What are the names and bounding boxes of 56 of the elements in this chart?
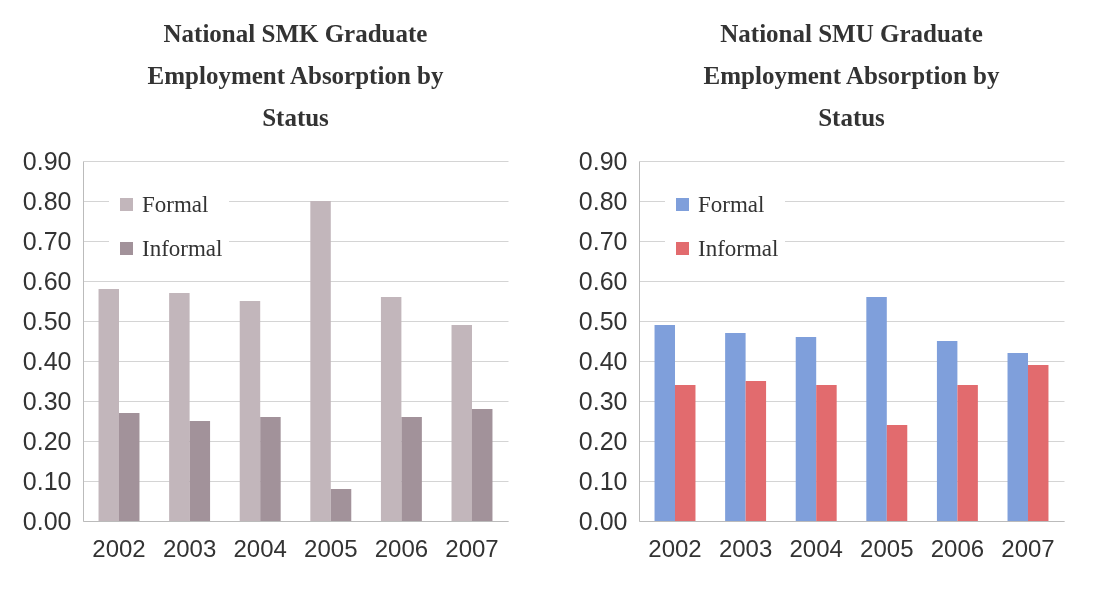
bar xyxy=(260,417,281,521)
bar xyxy=(675,385,696,521)
y-tick-label: 0.20 xyxy=(22,426,72,455)
legend-label: Formal xyxy=(698,191,765,217)
y-tick-label: 0.70 xyxy=(22,226,72,255)
bar xyxy=(816,385,837,521)
y-tick-label: 0.70 xyxy=(578,226,628,255)
x-tick-label: 2002 xyxy=(92,534,146,562)
x-tick-label: 2002 xyxy=(648,534,702,562)
bar xyxy=(401,417,422,521)
bar xyxy=(745,381,767,521)
bar xyxy=(1028,365,1049,521)
legend-label: Informal xyxy=(698,235,779,261)
chart-title: National SMK Graduate Employment Absorption by Status xyxy=(147,20,444,131)
bar xyxy=(936,341,958,521)
bar xyxy=(725,333,746,521)
x-tick-label: 2004 xyxy=(233,534,287,562)
x-tick-label: 2006 xyxy=(930,534,985,562)
x-tick-label: 2005 xyxy=(304,534,358,562)
y-tick-label: 0.30 xyxy=(578,386,628,415)
x-tick-label: 2005 xyxy=(860,534,914,562)
y-tick-label: 0.10 xyxy=(22,466,72,495)
x-tick-label: 2007 xyxy=(1001,534,1055,562)
y-tick-label: 0.50 xyxy=(578,306,628,335)
y-tick-label: 0.40 xyxy=(22,346,72,375)
bar xyxy=(189,421,211,521)
y-tick-label: 0.40 xyxy=(578,346,628,375)
y-tick-label: 0.00 xyxy=(578,506,628,535)
bar xyxy=(119,413,140,521)
y-tick-label: 0.60 xyxy=(578,266,628,295)
chart-title: National SMU Graduate Employment Absorption by Status xyxy=(703,20,1000,131)
bar xyxy=(795,337,817,521)
y-tick-label: 0.80 xyxy=(22,186,72,215)
legend-label: Informal xyxy=(142,235,223,261)
y-tick-label: 0.00 xyxy=(22,506,72,535)
y-tick-label: 0.90 xyxy=(22,146,72,175)
y-tick-label: 0.80 xyxy=(578,186,628,215)
bar xyxy=(472,409,493,521)
x-tick-label: 2006 xyxy=(374,534,429,562)
y-tick-label: 0.30 xyxy=(22,386,72,415)
legend-label: Formal xyxy=(142,191,209,217)
y-tick-label: 0.10 xyxy=(578,466,628,495)
x-tick-label: 2003 xyxy=(718,534,773,562)
y-tick-label: 0.50 xyxy=(22,306,72,335)
x-tick-label: 2007 xyxy=(445,534,499,562)
bar xyxy=(957,385,978,521)
y-tick-label: 0.60 xyxy=(22,266,72,295)
y-tick-label: 0.90 xyxy=(578,146,628,175)
x-tick-label: 2004 xyxy=(789,534,843,562)
bar xyxy=(654,325,675,521)
bar xyxy=(330,489,352,521)
bar xyxy=(866,297,887,521)
y-tick-label: 0.20 xyxy=(578,426,628,455)
x-tick-label: 2003 xyxy=(162,534,217,562)
bar xyxy=(1007,353,1028,521)
bar xyxy=(886,425,908,521)
